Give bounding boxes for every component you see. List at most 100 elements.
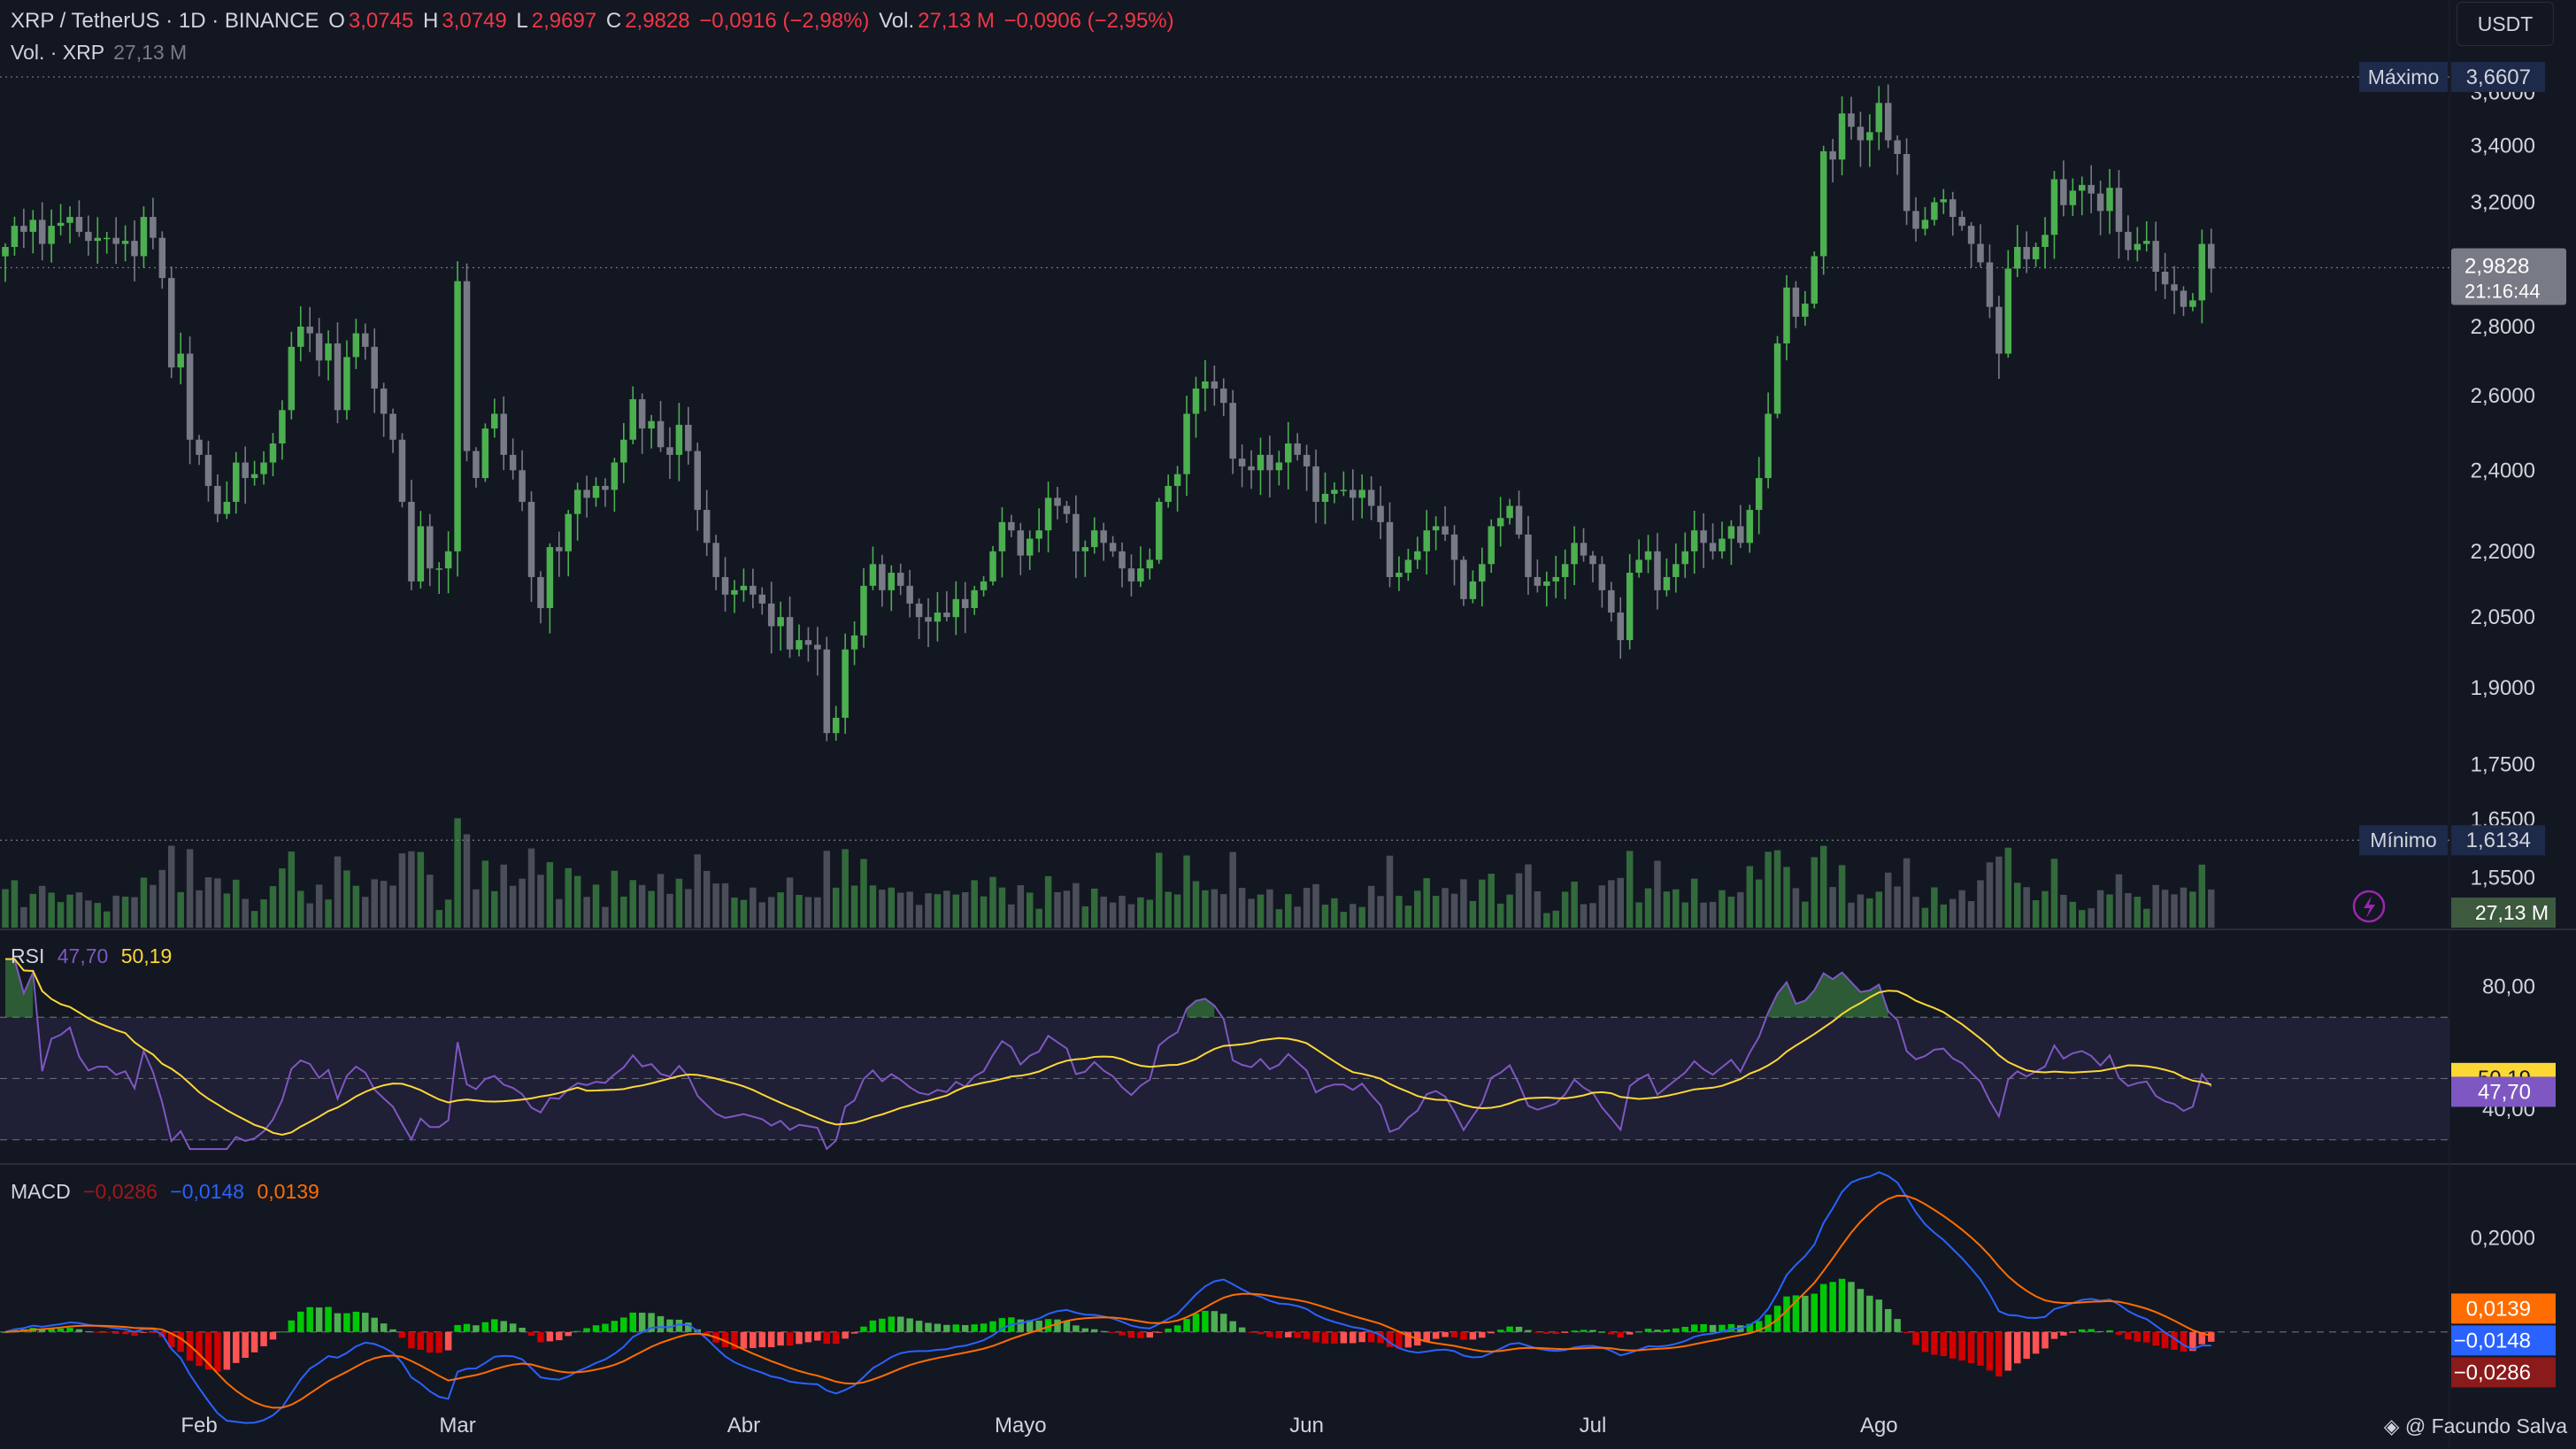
candle-body	[112, 237, 119, 244]
macd-histogram-bar	[2050, 1331, 2058, 1339]
volume-bar	[934, 894, 942, 928]
macd-histogram-bar	[740, 1331, 748, 1349]
volume-bar	[121, 897, 129, 928]
volume-bar	[2143, 908, 2150, 928]
macd-histogram-bar	[1672, 1328, 1680, 1332]
time-axis[interactable]: Feb Mar Abr Mayo Jun Jul Ago	[181, 1414, 1897, 1437]
macd-histogram-bar	[1386, 1331, 1394, 1347]
volume-bar	[1608, 880, 1615, 928]
volume-bar	[1635, 902, 1642, 928]
close-label: C	[605, 9, 622, 33]
last-price-value: 2,9828	[2465, 254, 2529, 278]
macd-histogram-bar	[980, 1323, 988, 1332]
volume-bar	[1100, 896, 1107, 928]
volume-bar	[2208, 889, 2215, 928]
rsi-ma-line	[5, 958, 2212, 1137]
macd-histogram-bar	[1663, 1329, 1671, 1332]
price-axis[interactable]: 3,60003,40003,20002,80002,60002,40002,20…	[2352, 61, 2566, 1388]
candle-body	[1561, 564, 1569, 577]
candle-body	[1211, 381, 1219, 389]
volume-bar	[685, 889, 692, 928]
price-tick: 1,5500	[2471, 866, 2535, 890]
macd-histogram-bar	[1035, 1320, 1042, 1332]
symbol-title[interactable]: XRP / TetherUS · 1D · BINANCE	[11, 9, 319, 33]
volume-bar	[158, 869, 166, 928]
candle-body	[167, 278, 175, 368]
candle-body	[334, 343, 342, 411]
volume-bar	[1663, 891, 1671, 928]
candle-body	[1358, 489, 1365, 498]
macd-histogram-bar	[121, 1331, 129, 1335]
macd-histogram-bar	[1303, 1331, 1311, 1339]
volume-bar	[850, 885, 858, 928]
candle-body	[527, 501, 535, 577]
volume-legend[interactable]: Vol. · XRP 27,13 M	[11, 41, 187, 65]
volume-bar	[1681, 902, 1689, 928]
volume-bar	[814, 897, 821, 928]
candle-body	[1884, 103, 1892, 141]
candle-body	[1755, 478, 1763, 511]
macd-histogram-bar	[1248, 1331, 1255, 1333]
macd-histogram-bar	[1479, 1331, 1486, 1338]
candle-body	[2004, 268, 2012, 354]
rsi-value: 47,70	[57, 944, 109, 967]
candle-body	[2171, 284, 2178, 291]
volume-bar	[519, 878, 526, 928]
candle-body	[888, 573, 896, 590]
volume-bar	[832, 887, 840, 928]
candle-body	[1460, 559, 1467, 599]
macd-histogram-bar	[48, 1329, 55, 1332]
volume-bar	[1921, 907, 1929, 928]
currency-button[interactable]: USDT	[2457, 2, 2554, 46]
candle-body	[703, 510, 711, 543]
volume-bar	[666, 893, 673, 928]
rsi-legend[interactable]: RSI 47,70 50,19	[11, 944, 172, 968]
volume-bar	[1303, 888, 1311, 928]
macd-legend[interactable]: MACD −0,0286 −0,0148 0,0139	[11, 1180, 319, 1204]
macd-histogram-bar	[620, 1317, 627, 1332]
candle-body	[712, 543, 719, 577]
volume-bar	[1949, 898, 1957, 928]
candle-body	[842, 649, 849, 718]
volume-bar	[1377, 896, 1384, 928]
volume-bar	[648, 890, 655, 928]
volume-bar	[167, 845, 175, 928]
volume-bar	[66, 894, 73, 928]
candle-body	[223, 501, 231, 514]
candle-body	[306, 327, 313, 334]
volume-bar	[1109, 902, 1117, 928]
macd-histogram-bar	[2042, 1331, 2049, 1349]
candle-body	[804, 640, 812, 645]
candle-body	[2152, 241, 2159, 272]
candle-body	[1386, 521, 1394, 577]
candle-body	[2198, 243, 2206, 301]
candle-body	[1063, 505, 1071, 514]
volume-bar	[279, 868, 286, 928]
macd-histogram-bar	[1165, 1329, 1172, 1332]
volume-bar	[94, 903, 102, 928]
candle-body	[85, 231, 92, 242]
volume-bar	[334, 856, 342, 928]
macd-histogram-bar	[112, 1331, 119, 1334]
candle-body	[2125, 231, 2132, 250]
volume-bar	[823, 851, 831, 928]
candle-body	[398, 439, 406, 502]
volume-bar	[1811, 857, 1819, 928]
macd-histogram-bar	[288, 1320, 296, 1332]
macd-histogram-bar	[2143, 1331, 2150, 1343]
macd-histogram-bar	[814, 1331, 821, 1341]
macd-histogram-bar	[952, 1324, 960, 1332]
macd-histogram-bar	[1626, 1331, 1634, 1335]
candle-body	[943, 613, 950, 618]
volume-bar	[1127, 904, 1135, 928]
macd-histogram-bar	[786, 1331, 794, 1346]
macd-histogram-bar	[177, 1331, 184, 1353]
volume-axis-value: 27,13 M	[2475, 901, 2549, 924]
macd-histogram-bar	[556, 1331, 563, 1341]
countdown-value: 21:16:44	[2465, 280, 2541, 302]
candle-body	[1719, 538, 1726, 551]
candle-body	[1017, 530, 1025, 556]
macd-histogram-bar	[823, 1331, 831, 1345]
